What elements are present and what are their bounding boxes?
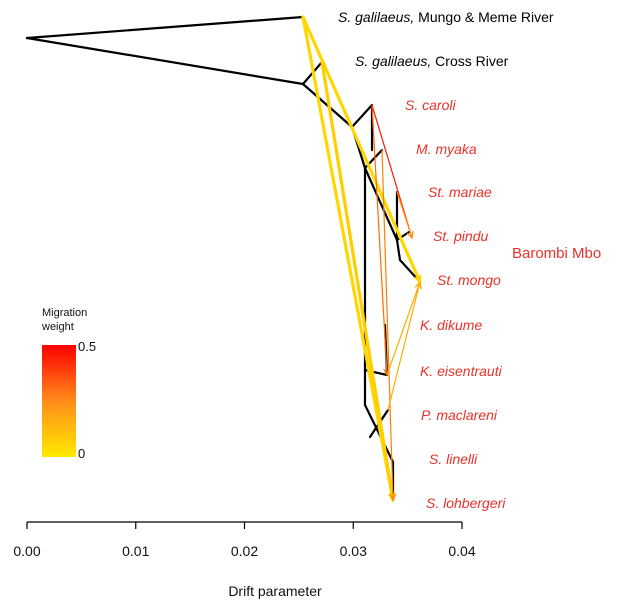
tip-label-linelli: S. linelli bbox=[429, 451, 478, 467]
tip-label-myaka: M. myaka bbox=[416, 141, 477, 157]
migration-edge-mariae-to-pindu bbox=[396, 191, 413, 239]
drift-axis: 0.00 0.01 0.02 0.03 0.04 Drift parameter bbox=[13, 521, 476, 599]
migration-edges bbox=[301, 15, 422, 503]
migration-arrowhead-myaka-to-lohbergeri bbox=[389, 493, 397, 502]
migration-weight-legend: Migration weight 0.5 0 bbox=[41, 307, 96, 461]
migration-edge-cross-to-lohbergeri bbox=[320, 60, 395, 502]
migration-edge-caroli-to-eisentrauti bbox=[371, 104, 388, 376]
group-label-barombi-mbo: Barombi Mbo bbox=[512, 245, 601, 262]
branch-root-ingroup bbox=[25, 36, 305, 86]
tip-label-lohbergeri: S. lohbergeri bbox=[426, 495, 506, 511]
tip-label-mongo: St. mongo bbox=[437, 272, 501, 288]
axis-tick-label: 0.02 bbox=[231, 543, 258, 559]
axis-tick-label: 0.00 bbox=[13, 543, 40, 559]
tip-labels: S. galilaeus, Mungo & Meme River S. gali… bbox=[338, 9, 554, 511]
branch-pindu-stem bbox=[395, 238, 402, 262]
axis-tick-label: 0.03 bbox=[340, 543, 367, 559]
branch-to-mariae bbox=[363, 166, 399, 242]
tip-label-mungo: S. galilaeus, Mungo & Meme River bbox=[338, 9, 554, 25]
tip-label-eisentrauti: K. eisentrauti bbox=[420, 363, 503, 379]
legend-min-label: 0 bbox=[78, 446, 85, 461]
legend-title-line1: Migration bbox=[42, 307, 87, 319]
legend-max-label: 0.5 bbox=[78, 339, 96, 354]
migration-arrowhead-mariae-to-pindu bbox=[406, 230, 414, 240]
migration-edge-mungo-to-lohbergeri bbox=[301, 15, 395, 502]
branch-root-mungo bbox=[25, 15, 305, 40]
legend-title-line2: weight bbox=[41, 321, 74, 333]
tip-label-cross: S. galilaeus, Cross River bbox=[355, 53, 509, 69]
branch-to-caroli bbox=[350, 103, 374, 129]
tip-label-pindu: St. pindu bbox=[433, 228, 488, 244]
tip-label-maclareni: P. maclareni bbox=[421, 407, 498, 423]
axis-tick-label: 0.04 bbox=[448, 543, 475, 559]
axis-tick-label: 0.01 bbox=[122, 543, 149, 559]
axis-title: Drift parameter bbox=[228, 583, 322, 599]
migration-arrowhead-maclareni-to-mongo bbox=[415, 280, 422, 289]
legend-color-scale bbox=[42, 345, 76, 457]
migration-edge-myaka-to-lohbergeri bbox=[381, 149, 394, 501]
tip-label-caroli: S. caroli bbox=[405, 97, 456, 113]
migration-edge-eisentrauti-to-mongo bbox=[386, 281, 421, 376]
axis-ticks: 0.00 0.01 0.02 0.03 0.04 bbox=[13, 522, 476, 559]
tip-label-dikume: K. dikume bbox=[420, 317, 482, 333]
tip-label-mariae: St. mariae bbox=[428, 184, 492, 200]
migration-edge-maclareni-to-mongo bbox=[387, 281, 421, 411]
population-tree bbox=[25, 15, 422, 502]
